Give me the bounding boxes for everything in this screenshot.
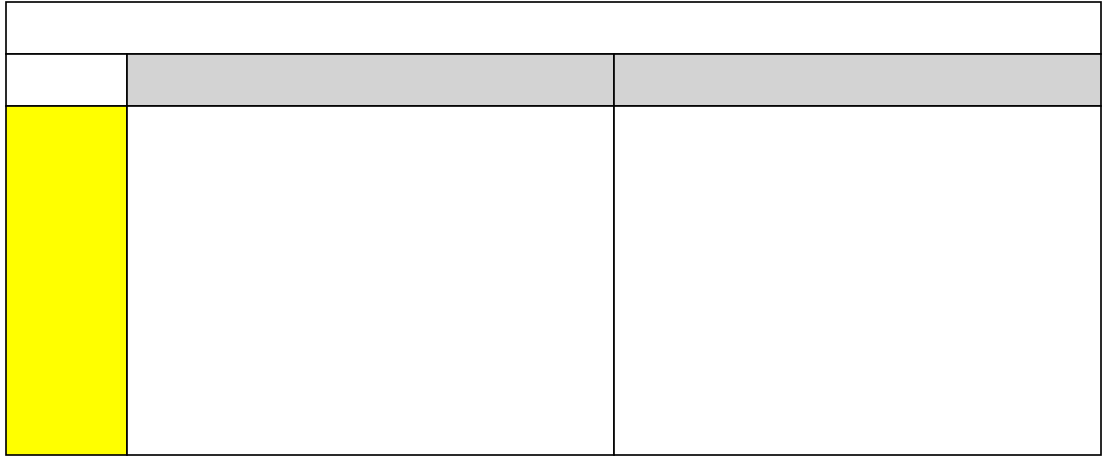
Legend: Biofilm, Planktonic cell: Biofilm, Planktonic cell — [476, 133, 594, 164]
Y-axis label: log CFU/cm2: log CFU/cm2 — [614, 226, 628, 300]
Text: CaO: CaO — [49, 271, 84, 290]
X-axis label: CaO(%): CaO(%) — [360, 420, 404, 432]
X-axis label: CaO(%): CaO(%) — [847, 420, 891, 432]
Y-axis label: log CFU/cm2: log CFU/cm2 — [127, 226, 141, 300]
Text: Stainless  steel: Stainless steel — [308, 71, 434, 89]
Legend: Biofilm, Planktonic cell: Biofilm, Planktonic cell — [963, 133, 1082, 164]
Text: Egg  shell: Egg shell — [818, 71, 898, 89]
Text: Materials: Materials — [513, 19, 594, 37]
